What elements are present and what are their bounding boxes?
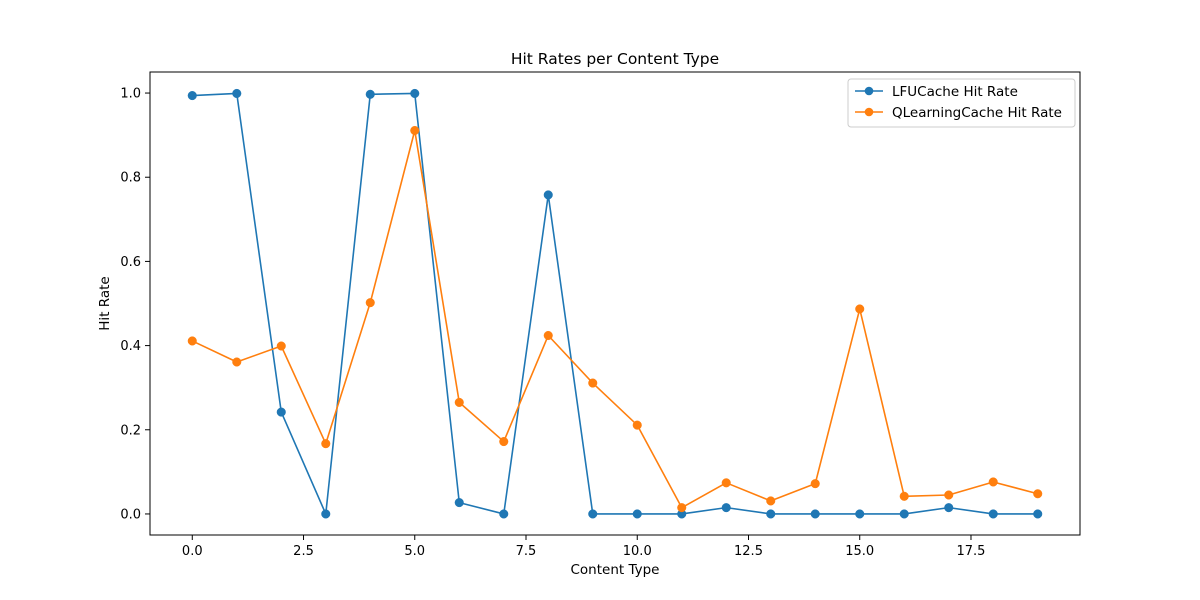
data-point-series-1-3 [321, 509, 331, 519]
data-point-series-2-3 [321, 439, 331, 449]
data-point-series-2-1 [232, 357, 242, 367]
legend-label-2: QLearningCache Hit Rate [892, 105, 1062, 121]
data-point-series-2-9 [588, 378, 598, 388]
data-point-series-1-0 [187, 91, 197, 101]
y-tick-label: 0.0 [120, 507, 141, 522]
data-point-series-1-4 [365, 89, 375, 99]
plot-area [149, 71, 1081, 536]
data-point-series-1-1 [232, 88, 242, 99]
data-point-series-1-16 [899, 509, 909, 519]
x-tick-label: 5.0 [404, 544, 425, 559]
data-point-series-2-14 [810, 479, 820, 489]
x-axis: 0.0 2.5 5.0 7.5 10.0 12.5 15.0 17.5 [182, 535, 986, 559]
legend-box [847, 78, 1076, 128]
data-point-series-1-7 [499, 509, 509, 519]
y-axis-label: Hit Rate [97, 276, 113, 330]
y-tick-label: 0.6 [120, 255, 141, 270]
data-point-series-1-12 [721, 503, 731, 513]
chart-title: Hit Rates per Content Type [511, 50, 719, 68]
data-point-series-2-13 [766, 496, 776, 506]
data-point-series-1-13 [766, 509, 776, 519]
series-line-2 [191, 129, 1038, 509]
data-point-series-2-10 [632, 420, 642, 430]
data-point-series-2-12 [721, 478, 731, 488]
x-tick-label: 15.0 [845, 544, 874, 559]
data-point-series-2-16 [899, 491, 909, 501]
series-line-1 [192, 92, 1038, 515]
x-tick-label: 2.5 [293, 544, 314, 559]
data-point-series-1-9 [588, 509, 598, 519]
data-point-series-2-7 [499, 437, 509, 447]
data-point-series-2-15 [855, 304, 865, 314]
data-point-series-2-2 [276, 341, 286, 351]
data-point-series-1-17 [944, 503, 954, 513]
data-point-series-2-11 [677, 503, 687, 513]
data-point-series-2-5 [410, 125, 420, 136]
data-point-series-1-8 [543, 190, 553, 200]
data-point-series-1-14 [810, 509, 820, 519]
data-point-series-1-18 [988, 509, 998, 519]
x-tick-label: 17.5 [957, 544, 986, 559]
data-point-series-1-15 [855, 509, 865, 519]
data-point-series-1-2 [276, 407, 286, 417]
x-tick-label: 0.0 [182, 544, 203, 559]
data-point-series-1-6 [454, 498, 464, 508]
data-point-series-1-5 [410, 88, 420, 99]
data-point-series-2-0 [187, 336, 197, 346]
legend-label-1: LFUCache Hit Rate [892, 84, 1018, 100]
y-tick-label: 0.2 [120, 423, 141, 438]
x-axis-label: Content Type [571, 562, 660, 578]
y-axis: 0.0 0.2 0.4 0.6 0.8 1.0 [120, 87, 150, 522]
x-tick-label: 7.5 [516, 544, 537, 559]
data-point-series-2-6 [454, 397, 464, 407]
data-point-series-1-19 [1033, 509, 1043, 519]
data-point-series-2-18 [988, 477, 998, 487]
legend: LFUCache Hit Rate QLearningCache Hit Rate [847, 78, 1076, 128]
plot-frame [149, 71, 1081, 536]
legend-marker-2 [864, 107, 874, 117]
data-point-series-2-4 [365, 298, 375, 308]
data-point-series-2-8 [543, 330, 553, 341]
y-tick-label: 0.4 [120, 339, 141, 354]
x-tick-label: 12.5 [734, 544, 763, 559]
data-point-series-2-17 [944, 490, 954, 500]
x-tick-label: 10.0 [623, 544, 652, 559]
legend-marker-1 [864, 86, 874, 96]
data-point-series-2-19 [1033, 489, 1043, 499]
y-tick-label: 1.0 [120, 87, 141, 102]
y-tick-label: 0.8 [120, 171, 141, 186]
data-point-series-1-10 [632, 509, 642, 519]
